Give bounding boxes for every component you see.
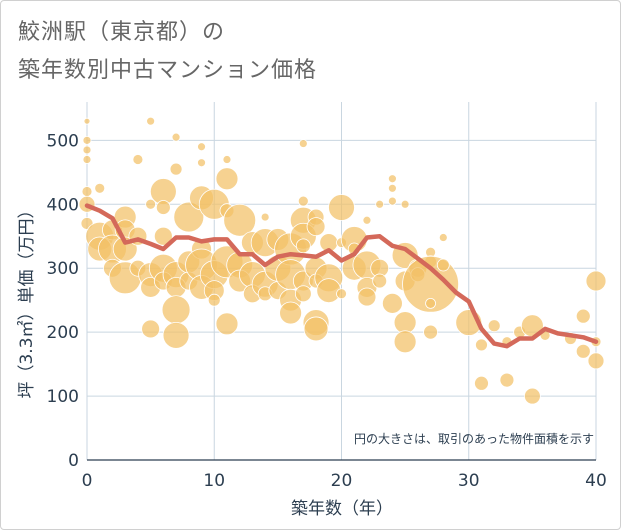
chart-title-line-1: 鮫洲駅（東京都）の <box>18 20 226 45</box>
bubble-point <box>169 162 183 176</box>
x-tick-label: 20 <box>331 471 353 491</box>
bubble-point <box>82 145 92 155</box>
bubble-point <box>381 292 403 314</box>
bubble-point <box>587 352 605 370</box>
bubble-point <box>436 258 450 272</box>
bubble-size-note: 円の大きさは、取引のあった物件面積を示す <box>354 431 594 446</box>
bubble-point <box>297 195 309 207</box>
bubble-point <box>141 319 161 339</box>
bubble-point <box>145 198 157 210</box>
bubble-point <box>438 233 448 242</box>
bubble-point <box>153 226 173 246</box>
bubble-point <box>171 132 181 142</box>
bubble-point <box>575 308 591 324</box>
bubble-point <box>82 155 92 164</box>
bubble-point <box>197 158 206 168</box>
bubble-point <box>328 194 355 221</box>
average-line-layer <box>84 203 599 349</box>
bubble-point <box>585 270 607 292</box>
bubble-point <box>487 319 501 333</box>
bubble-point <box>357 287 377 307</box>
bubble-point <box>423 324 438 340</box>
x-axis-label: 築年数（年） <box>291 499 393 519</box>
bubble-point <box>306 217 326 237</box>
bubble-point <box>215 312 239 336</box>
y-tick-label: 300 <box>47 259 79 279</box>
bubble-point <box>575 343 591 359</box>
average-price-line <box>84 203 599 349</box>
bubble-point <box>132 154 144 165</box>
x-tick-label: 0 <box>82 471 93 491</box>
axes: 0 100 200 300 400 500 0 10 20 30 40 <box>47 131 607 491</box>
bubble-point <box>372 273 388 289</box>
bubble-point <box>215 167 239 191</box>
y-axis-label: 坪（3.3㎡）単価（万円） <box>17 201 37 398</box>
bubble-point <box>387 174 397 184</box>
bubble-point <box>94 182 106 194</box>
bubble-point <box>197 142 206 152</box>
bubble-point <box>393 311 417 334</box>
bubble-point <box>393 330 417 354</box>
bubble-point <box>387 183 397 193</box>
bubble-point <box>425 297 436 309</box>
y-tick-label: 100 <box>47 387 79 407</box>
bubble-point <box>279 301 303 325</box>
bubble-point <box>223 203 257 237</box>
bubble-point <box>146 116 156 126</box>
bubble-point <box>207 293 221 307</box>
x-tick-label: 10 <box>203 471 225 491</box>
bubble-point <box>362 215 372 225</box>
bubble-point <box>303 316 329 342</box>
bubble-point <box>523 387 541 405</box>
bubble-point <box>260 212 270 222</box>
bubble-point <box>81 186 93 197</box>
bubble-point <box>474 375 489 391</box>
y-tick-label: 200 <box>47 323 79 343</box>
bubble-point <box>375 199 385 209</box>
bubble-point <box>294 285 312 303</box>
bubble-point <box>83 117 91 125</box>
bubble-point <box>161 295 191 325</box>
bubble-point <box>222 155 232 164</box>
x-tick-label: 30 <box>458 471 480 491</box>
bubble-point <box>162 321 190 349</box>
chart-title-line-2: 築年数別中古マンション価格 <box>18 58 318 83</box>
bubble-point <box>295 238 311 254</box>
bubble-point <box>155 200 171 215</box>
bubble-point <box>499 372 515 388</box>
x-tick-label: 40 <box>585 471 607 491</box>
y-tick-label: 500 <box>47 131 79 151</box>
bubble-layer <box>78 116 607 405</box>
y-tick-label: 0 <box>68 451 79 471</box>
bubble-point <box>387 196 397 206</box>
bubble-point <box>82 135 92 145</box>
y-tick-label: 400 <box>47 195 79 215</box>
bubble-point <box>336 288 347 300</box>
bubble-point <box>173 201 205 233</box>
bubble-point <box>475 338 488 352</box>
bubble-point <box>400 199 410 209</box>
bubble-point <box>298 139 308 148</box>
